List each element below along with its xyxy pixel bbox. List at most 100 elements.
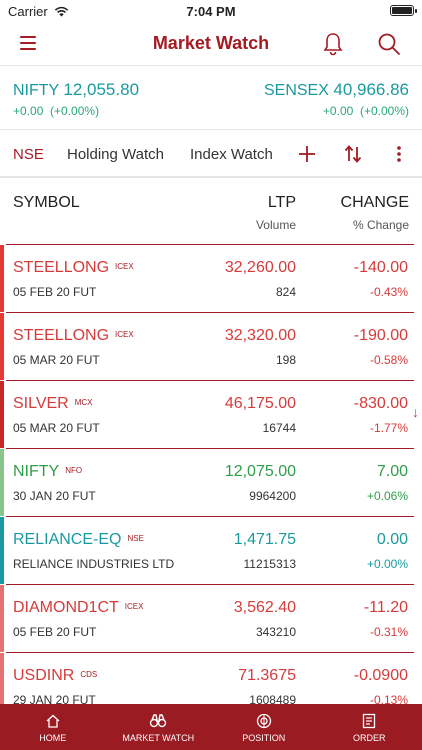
scrip-row[interactable]: STEELLONG ICEX 05 FEB 20 FUT 32,260.00 82… bbox=[0, 244, 414, 312]
sensex-index[interactable]: SENSEX 40,966.86 +0.00 (+0.00%) bbox=[264, 80, 409, 118]
col-ltp: LTP bbox=[267, 194, 296, 211]
scrip-symbol: SILVER MCX bbox=[13, 395, 93, 412]
hamburger-menu-icon[interactable] bbox=[20, 36, 36, 50]
trend-bar bbox=[0, 313, 4, 380]
scrip-ltp: 71.3675 bbox=[238, 667, 296, 684]
watchlist-tabs: NSE Holding Watch Index Watch bbox=[0, 132, 422, 178]
home-icon bbox=[46, 714, 60, 728]
exchange-tag: ICEX bbox=[124, 602, 144, 611]
exchange-tag: ICEX bbox=[115, 262, 134, 271]
status-bar: Carrier 7:04 PM bbox=[0, 0, 422, 22]
scrip-ltp: 1,471.75 bbox=[233, 531, 296, 548]
wifi-icon bbox=[54, 6, 68, 16]
more-options-icon[interactable] bbox=[395, 142, 403, 166]
scrip-volume: 11215313 bbox=[243, 557, 297, 571]
exchange-tag: NSE bbox=[127, 534, 144, 543]
bell-icon[interactable] bbox=[322, 32, 344, 56]
clock: 7:04 PM bbox=[186, 3, 236, 19]
footer-market-watch-label: MARKET WATCH bbox=[122, 732, 195, 743]
scrip-row[interactable]: NIFTY NFO 30 JAN 20 FUT 12,075.00 9964200… bbox=[0, 448, 414, 516]
exchange-tag: NFO bbox=[65, 466, 83, 475]
carrier-label: Carrier bbox=[8, 3, 48, 19]
scrip-expiry: RELIANCE INDUSTRIES LTD bbox=[13, 557, 175, 571]
nav-bar: Market Watch bbox=[0, 22, 422, 66]
scrip-pct-change: +0.06% bbox=[366, 489, 408, 503]
nifty-index[interactable]: NIFTY 12,055.80 +0.00 (+0.00%) bbox=[13, 80, 139, 118]
footer-home-label: HOME bbox=[39, 732, 67, 743]
scrip-pct-change: +0.00% bbox=[366, 557, 408, 571]
scrip-symbol: DIAMOND1CT ICEX bbox=[13, 599, 144, 616]
binoculars-icon bbox=[150, 713, 167, 727]
trend-bar bbox=[0, 585, 4, 652]
nifty-pct: (+0.00%) bbox=[50, 104, 100, 118]
footer-order-label: ORDER bbox=[352, 732, 386, 743]
tab-nse[interactable]: NSE bbox=[13, 146, 44, 163]
trend-bar bbox=[0, 245, 4, 312]
scrip-expiry: 05 MAR 20 FUT bbox=[13, 353, 100, 367]
scrip-volume: 9964200 bbox=[249, 489, 296, 503]
position-icon bbox=[256, 713, 271, 728]
carrier-info: Carrier bbox=[8, 4, 69, 19]
col-pct-change: % Change bbox=[352, 218, 409, 232]
footer-tab-home[interactable]: HOME bbox=[0, 704, 106, 750]
scrip-row[interactable]: SILVER MCX 05 MAR 20 FUT 46,175.00 16744 … bbox=[0, 380, 414, 448]
scrip-row[interactable]: DIAMOND1CT ICEX 05 FEB 20 FUT 3,562.40 34… bbox=[0, 584, 414, 652]
scrip-pct-change: -0.43% bbox=[369, 285, 408, 299]
scrip-volume: 1608489 bbox=[249, 693, 296, 704]
scrip-row[interactable]: STEELLONG ICEX 05 MAR 20 FUT 32,320.00 19… bbox=[0, 312, 414, 380]
scrip-volume: 16744 bbox=[262, 421, 296, 435]
sensex-value: 40,966.86 bbox=[333, 80, 409, 99]
order-icon bbox=[363, 713, 376, 728]
trend-bar bbox=[0, 653, 4, 704]
scrip-symbol: STEELLONG ICEX bbox=[13, 327, 134, 344]
scrip-symbol: STEELLONG ICEX bbox=[13, 259, 134, 276]
page-title: Market Watch bbox=[152, 33, 270, 53]
sort-icon[interactable] bbox=[344, 142, 362, 166]
scrip-change: -830.00 bbox=[353, 395, 408, 412]
scrip-ltp: 32,320.00 bbox=[224, 327, 296, 344]
scrip-symbol: USDINR CDS bbox=[13, 667, 98, 684]
battery-icon bbox=[390, 5, 417, 16]
footer-tab-position[interactable]: POSITION bbox=[211, 704, 317, 750]
scrip-change: -11.20 bbox=[363, 599, 408, 616]
col-volume: Volume bbox=[255, 218, 296, 232]
footer-tab-order[interactable]: ORDER bbox=[317, 704, 422, 750]
scrip-list[interactable]: STEELLONG ICEX 05 FEB 20 FUT 32,260.00 82… bbox=[0, 244, 422, 704]
footer-tab-market-watch[interactable]: MARKET WATCH bbox=[106, 704, 212, 750]
nifty-name: NIFTY bbox=[13, 82, 59, 99]
scrip-row[interactable]: USDINR CDS 29 JAN 20 FUT 71.3675 1608489 … bbox=[0, 652, 414, 704]
exchange-tag: MCX bbox=[74, 398, 93, 407]
scrip-row[interactable]: RELIANCE-EQ NSE RELIANCE INDUSTRIES LTD 1… bbox=[0, 516, 414, 584]
add-icon[interactable] bbox=[297, 142, 317, 166]
scrip-expiry: 30 JAN 20 FUT bbox=[13, 489, 96, 503]
tab-holding-watch[interactable]: Holding Watch bbox=[67, 146, 164, 163]
trend-bar bbox=[0, 517, 4, 584]
sensex-pct: (+0.00%) bbox=[359, 104, 409, 118]
scrip-expiry: 05 FEB 20 FUT bbox=[13, 285, 97, 299]
scrip-pct-change: -1.77% bbox=[369, 421, 408, 435]
scrip-pct-change: -0.58% bbox=[369, 353, 408, 367]
scrip-pct-change: -0.13% bbox=[369, 693, 408, 704]
search-icon[interactable] bbox=[377, 32, 401, 56]
scrip-change: -0.0900 bbox=[353, 667, 408, 684]
bottom-tab-bar: HOME MARKET WATCH POSITION ORDER bbox=[0, 704, 422, 750]
exchange-tag: CDS bbox=[80, 670, 98, 679]
scrip-volume: 198 bbox=[275, 353, 296, 367]
scrip-expiry: 05 MAR 20 FUT bbox=[13, 421, 100, 435]
scrip-ltp: 3,562.40 bbox=[233, 599, 296, 616]
footer-position-label: POSITION bbox=[242, 732, 286, 743]
nifty-value: 12,055.80 bbox=[63, 80, 140, 99]
sensex-name: SENSEX bbox=[263, 82, 329, 99]
scrip-volume: 343210 bbox=[255, 625, 296, 639]
trend-bar bbox=[0, 381, 4, 448]
scrip-expiry: 29 JAN 20 FUT bbox=[13, 693, 96, 704]
scrip-change: 7.00 bbox=[376, 463, 408, 480]
scrip-ltp: 12,075.00 bbox=[224, 463, 296, 480]
col-symbol: SYMBOL bbox=[13, 194, 80, 211]
index-ticker: NIFTY 12,055.80 +0.00 (+0.00%) SENSEX 40… bbox=[0, 70, 422, 130]
nifty-change: +0.00 bbox=[13, 104, 44, 118]
tab-index-watch[interactable]: Index Watch bbox=[190, 146, 273, 163]
sensex-change: +0.00 bbox=[322, 104, 354, 118]
scroll-down-arrow-icon: ↓ bbox=[412, 404, 419, 420]
scrip-expiry: 05 FEB 20 FUT bbox=[13, 625, 97, 639]
